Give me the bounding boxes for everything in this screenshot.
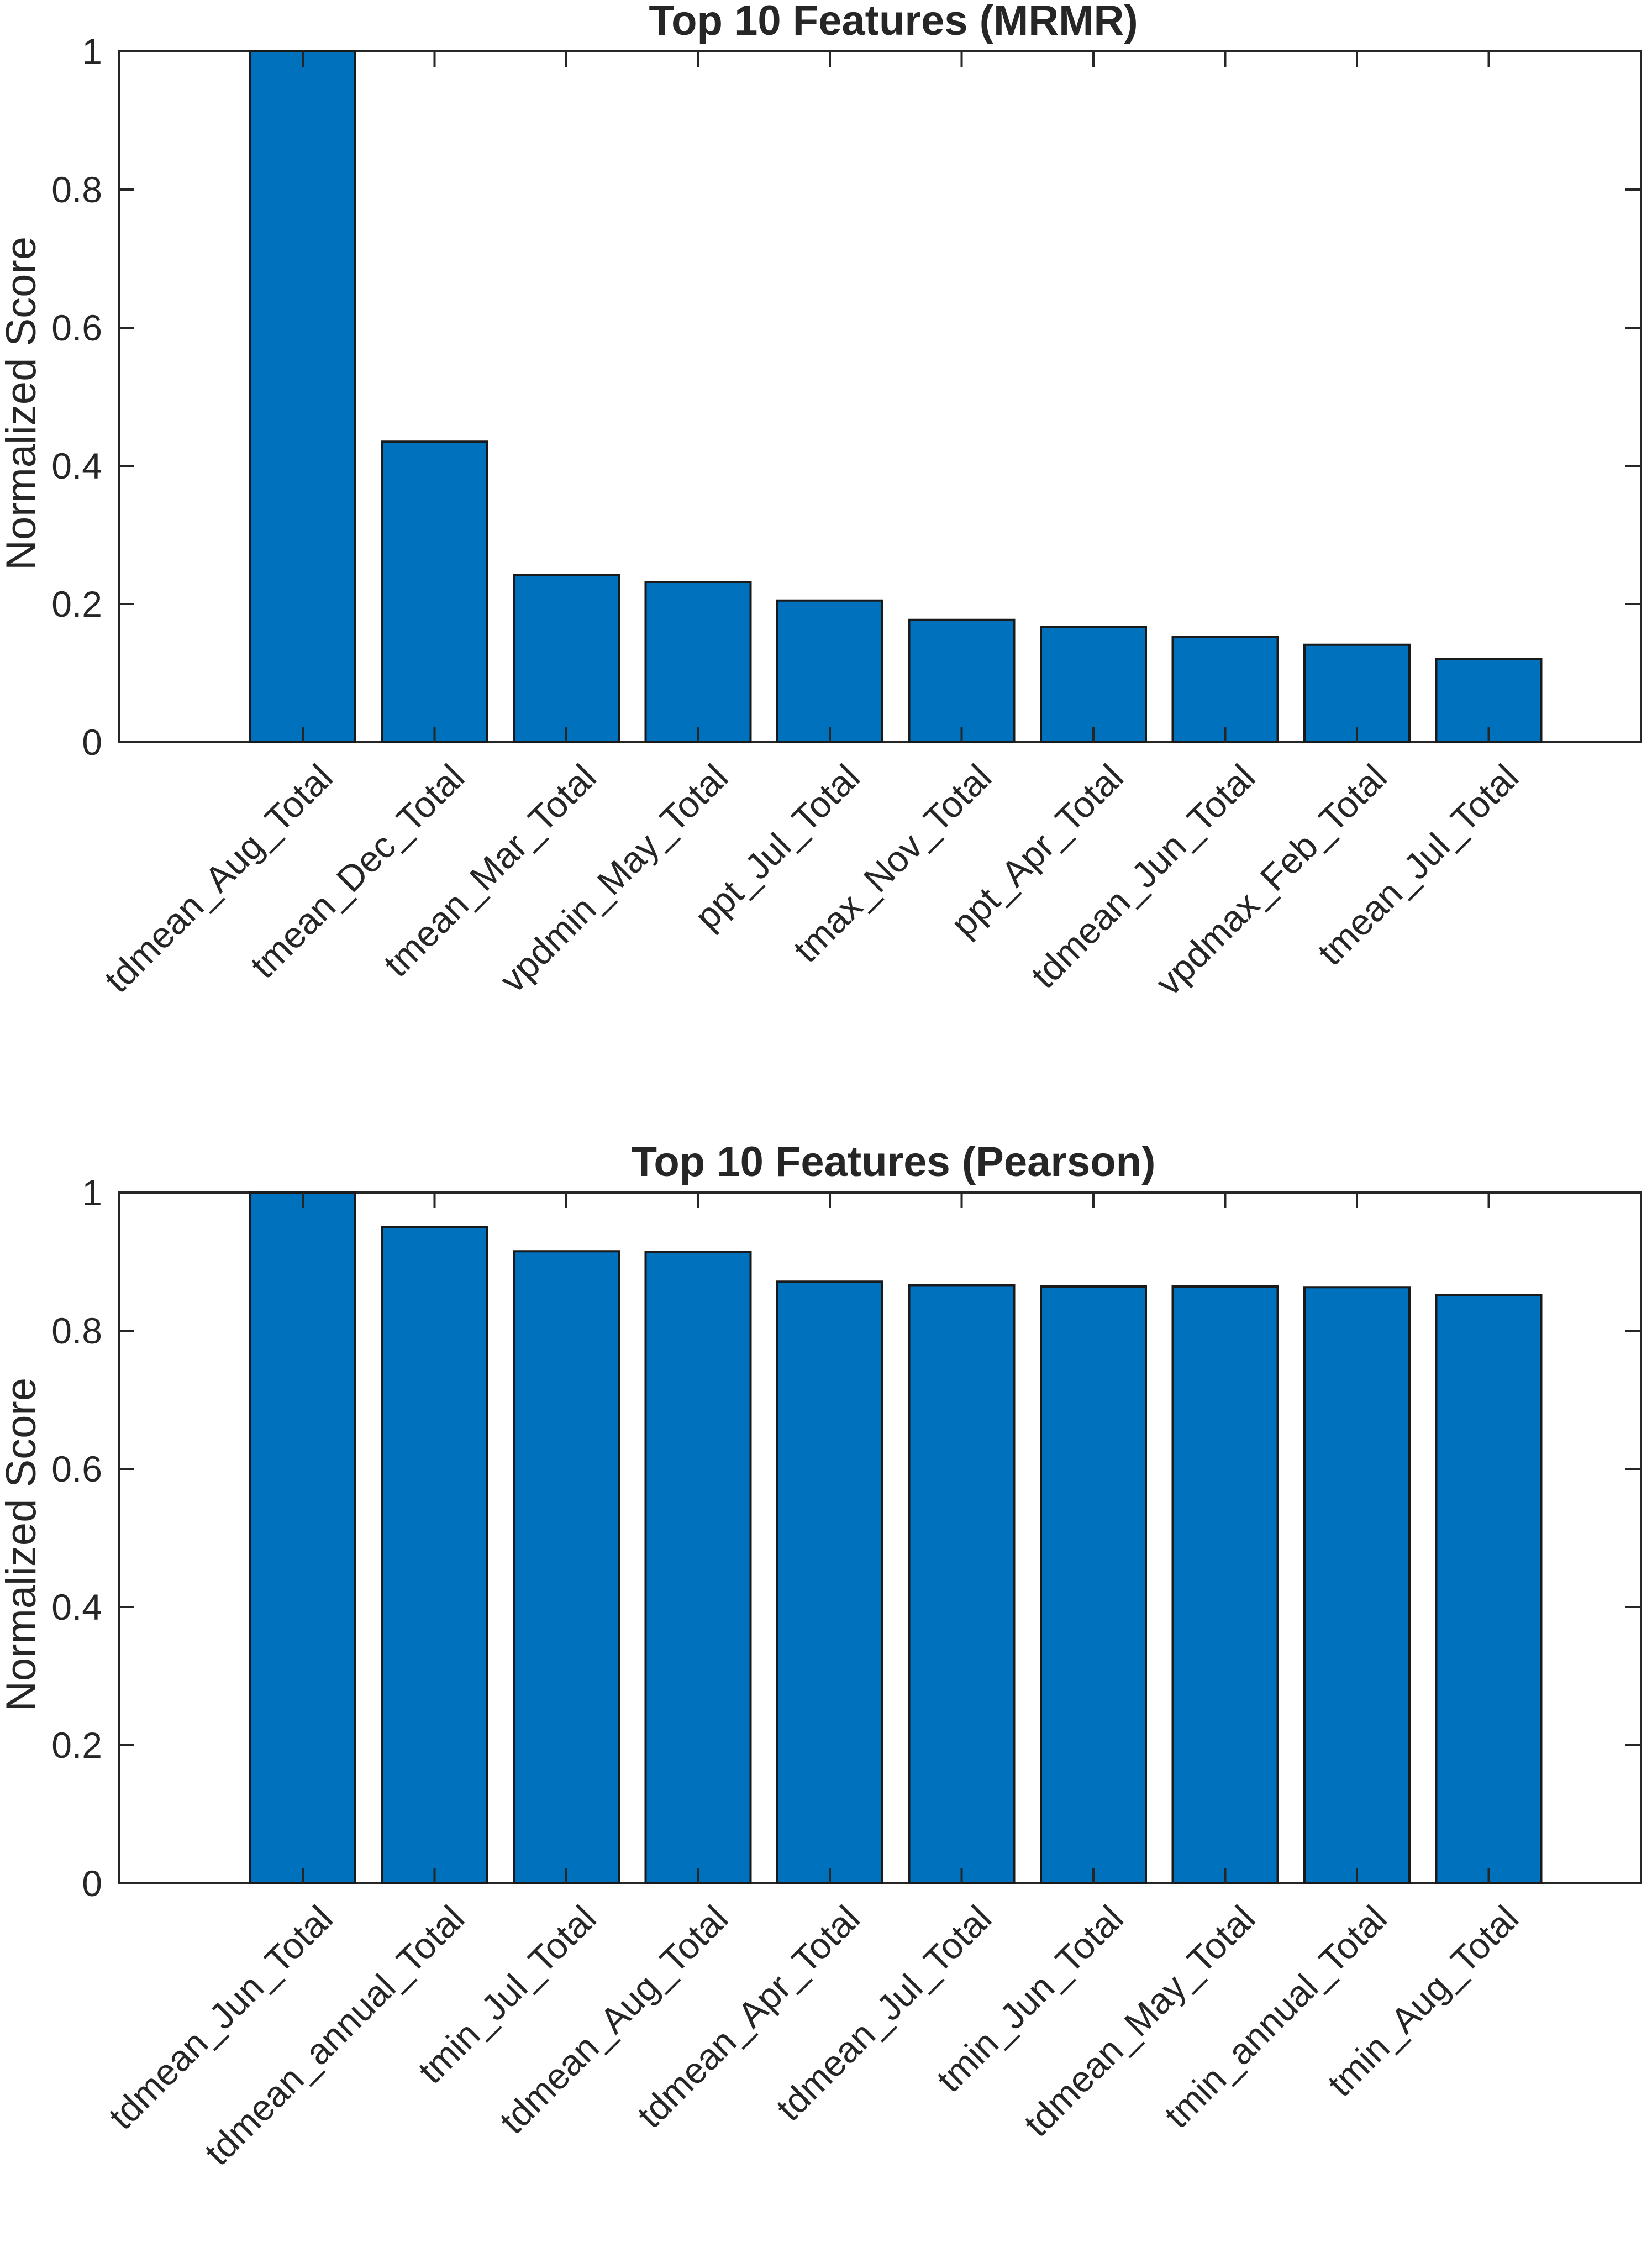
pearson-ytick-label: 0.8 [51,1310,102,1351]
mrmr-bar [249,50,356,743]
mrmr-ytick-label: 0.4 [51,445,102,486]
chart-pearson-ylabel: Normalized Score [0,1378,45,1712]
chart-pearson-title: Top 10 Features (Pearson) [632,1138,1156,1185]
mrmr-bar [908,618,1016,743]
mrmr-category-label: vpdmin_May_Total [492,757,735,1000]
pearson-bar [1171,1285,1279,1884]
chart-mrmr-ylabel: Normalized Score [0,237,45,570]
mrmr-ytick-label: 0.6 [51,307,102,348]
mrmr-category-label: vpdmax_Feb_Total [1148,757,1395,1004]
pearson-bar [513,1250,620,1884]
pearson-bar [908,1284,1016,1884]
pearson-ytick-label: 0 [82,1863,102,1904]
pearson-category-label: tmin_annual_Total [1156,1898,1395,2136]
mrmr-bar [1040,626,1147,743]
pearson-category-label: tdmean_Jun_Total [101,1898,340,2138]
chart-mrmr-title: Top 10 Features (MRMR) [649,0,1138,44]
mrmr-bar [381,440,488,743]
pearson-ytick-label: 0.4 [51,1587,102,1628]
pearson-bar [1303,1286,1411,1884]
pearson-bar [1040,1285,1147,1884]
chart-pearson: Top 10 Features (Pearson) Normalized Sco… [0,1138,1642,2174]
mrmr-category-label: tdmean_Jun_Total [1023,757,1263,996]
pearson-bar [776,1280,883,1884]
pearson-category-label: tdmean_Jul_Total [768,1898,999,2129]
pearson-category-label: tdmean_annual_Total [197,1898,472,2174]
mrmr-ytick-label: 1 [82,31,102,72]
mrmr-ytick-label: 0.8 [51,169,102,210]
mrmr-bar [1303,643,1411,743]
mrmr-ytick-label: 0 [82,722,102,763]
pearson-bar [381,1226,488,1884]
mrmr-bar [513,574,620,743]
pearson-category-label: tdmean_Aug_Total [492,1898,736,2142]
mrmr-ytick-label: 0.2 [51,584,102,624]
pearson-category-label: tdmean_Apr_Total [629,1898,867,2136]
mrmr-category-label: tdmean_Aug_Total [96,757,340,1001]
pearson-category-label: tdmean_May_Total [1016,1898,1263,2145]
chart-mrmr: Top 10 Features (MRMR) Normalized Score … [0,0,1642,1004]
pearson-bar [644,1251,752,1884]
mrmr-bar [644,581,752,743]
pearson-bar [249,1191,356,1884]
mrmr-bar [1171,636,1279,743]
pearson-ytick-label: 0.6 [51,1448,102,1489]
pearson-ytick-label: 0.2 [51,1725,102,1766]
pearson-ytick-label: 1 [82,1172,102,1213]
mrmr-bar [776,599,883,743]
pearson-bar [1435,1294,1543,1884]
